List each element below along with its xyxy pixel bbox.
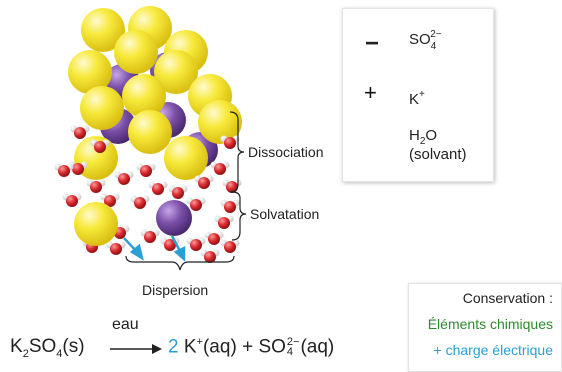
water-molecule bbox=[214, 215, 234, 229]
oxygen-atom bbox=[72, 163, 84, 175]
oxygen-atom bbox=[134, 197, 146, 209]
water-molecule bbox=[204, 231, 224, 245]
water-molecule bbox=[200, 249, 220, 263]
oxygen-atom bbox=[110, 243, 122, 255]
sulfate-ion bbox=[81, 8, 125, 52]
water-molecule bbox=[86, 179, 106, 193]
oxygen-atom bbox=[164, 239, 176, 251]
oxygen-atom bbox=[118, 173, 130, 185]
legend-sulfate-label: SO42− bbox=[409, 29, 442, 52]
oxygen-atom bbox=[214, 163, 226, 175]
conservation-charge: + charge électrique bbox=[433, 342, 553, 358]
oxygen-atom bbox=[94, 141, 106, 153]
dissociation-brace bbox=[229, 111, 245, 193]
dissociation-label: Dissociation bbox=[248, 144, 324, 160]
oxygen-atom bbox=[204, 251, 216, 263]
sulfate-ion bbox=[164, 136, 208, 180]
oxygen-atom bbox=[190, 199, 202, 211]
oxygen-atom bbox=[152, 183, 164, 195]
water-molecule bbox=[136, 163, 156, 177]
legend-box: − SO42− + K+ H2O (solvant) bbox=[342, 8, 494, 182]
water-molecule bbox=[90, 139, 110, 153]
sulfate-minus-sign: − bbox=[365, 30, 380, 57]
equation-reactant: K2SO4(s) bbox=[10, 336, 85, 360]
solvated-potassium-ion bbox=[156, 200, 192, 236]
equation-products: 2 K+(aq) + SO 2− 4 (aq) bbox=[168, 336, 335, 359]
sulfate-ion bbox=[122, 74, 166, 118]
oxygen-atom bbox=[74, 127, 86, 139]
water-molecule bbox=[186, 197, 206, 211]
water-molecule bbox=[140, 229, 160, 243]
sulfate-ion bbox=[74, 136, 118, 180]
oxygen-atom bbox=[198, 177, 210, 189]
oxygen-atom bbox=[190, 239, 202, 251]
reaction-arrow bbox=[110, 344, 162, 354]
oxygen-atom bbox=[224, 201, 236, 213]
water-molecule bbox=[220, 199, 240, 213]
water-molecule bbox=[106, 241, 126, 255]
oxygen-atom bbox=[226, 181, 238, 193]
sulfate-ion bbox=[68, 50, 112, 94]
solvated-sulfate-ion bbox=[74, 202, 118, 246]
sulfate-ion bbox=[128, 110, 172, 154]
over-arrow-label: eau bbox=[112, 316, 139, 333]
water-molecule bbox=[186, 237, 206, 251]
water-molecule bbox=[168, 185, 188, 199]
legend-water-solvent: (solvant) bbox=[409, 146, 467, 163]
oxygen-atom bbox=[58, 165, 70, 177]
water-molecule bbox=[54, 163, 74, 177]
sulfate-ion bbox=[154, 50, 198, 94]
oxygen-atom bbox=[172, 187, 184, 199]
solvated-ions bbox=[74, 200, 192, 246]
oxygen-atom bbox=[90, 181, 102, 193]
oxygen-atom bbox=[140, 165, 152, 177]
water-molecule bbox=[70, 125, 90, 139]
conservation-elements: Éléments chimiques bbox=[427, 316, 553, 332]
oxygen-atom bbox=[66, 195, 78, 207]
water-molecule bbox=[222, 179, 242, 193]
water-molecule bbox=[210, 161, 230, 175]
sulfate-ion bbox=[114, 30, 158, 74]
sulfate-ion bbox=[80, 86, 124, 130]
water-molecule bbox=[62, 193, 82, 207]
conservation-title: Conservation : bbox=[462, 290, 553, 306]
solvatation-brace bbox=[231, 191, 247, 241]
potassium-plus-sign: + bbox=[364, 80, 377, 105]
oxygen-atom bbox=[104, 195, 116, 207]
oxygen-atom bbox=[224, 137, 236, 149]
oxygen-atom bbox=[224, 241, 236, 253]
oxygen-atom bbox=[208, 233, 220, 245]
sulfate-ion bbox=[198, 100, 242, 144]
legend-potassium-label: K+ bbox=[409, 89, 425, 108]
water-molecule bbox=[130, 195, 150, 209]
water-molecule bbox=[148, 181, 168, 195]
water-molecule bbox=[100, 193, 120, 207]
solvatation-label: Solvatation bbox=[250, 206, 320, 222]
dispersion-arrows bbox=[123, 235, 186, 262]
oxygen-atom bbox=[144, 231, 156, 243]
water-molecule bbox=[114, 171, 134, 185]
coefficient: 2 bbox=[168, 336, 179, 358]
water-molecule bbox=[220, 239, 240, 253]
oxygen-atom bbox=[218, 217, 230, 229]
water-molecule bbox=[220, 135, 240, 149]
legend-water-label: H2O bbox=[409, 127, 438, 147]
water-molecule bbox=[194, 175, 214, 189]
conservation-box: Conservation : Éléments chimiques + char… bbox=[408, 283, 562, 372]
dispersion-brace bbox=[125, 255, 235, 271]
dispersion-label: Dispersion bbox=[142, 282, 209, 298]
crystal-lattice bbox=[68, 6, 242, 180]
